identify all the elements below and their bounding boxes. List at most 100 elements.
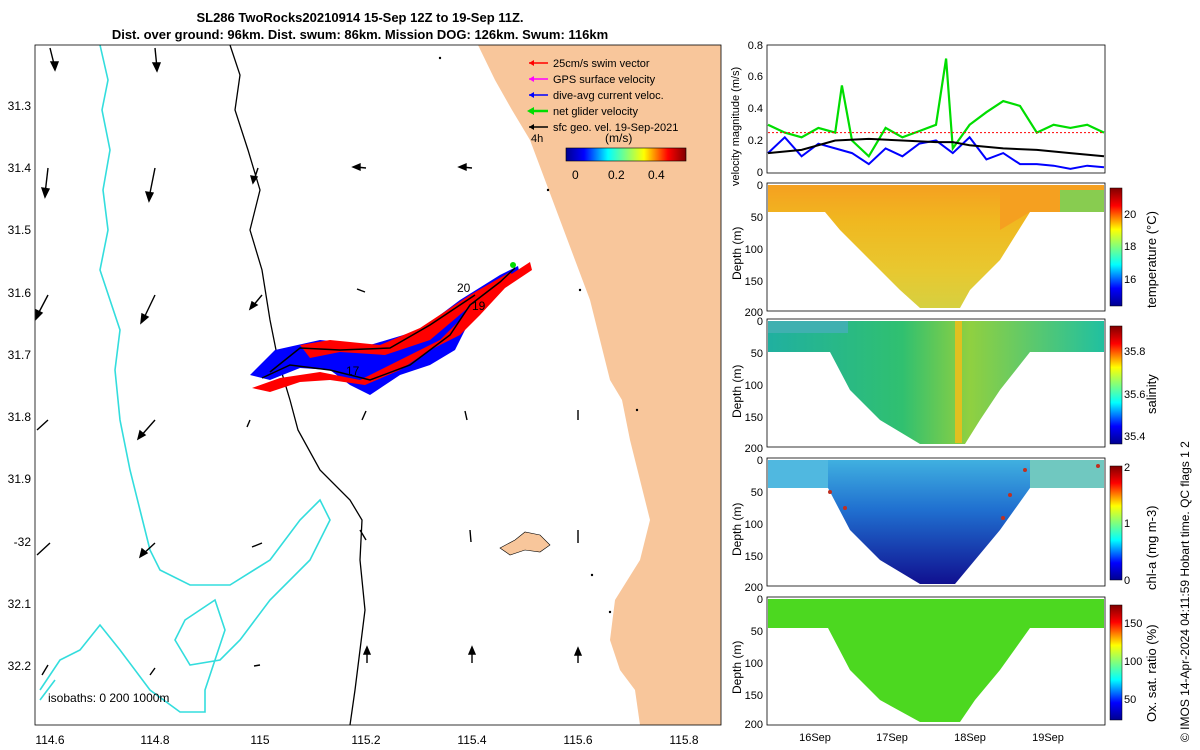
velocity-yticks: 0 0.2 0.4 0.6 0.8 [748,40,763,179]
svg-text:32.2: 32.2 [8,659,32,673]
svg-text:35.4: 35.4 [1124,431,1145,443]
svg-text:200: 200 [745,307,763,319]
land-mass [478,45,721,725]
salinity-cbar-ticks: 35.4 35.6 35.8 [1124,346,1145,443]
map-colorbar-tick-0: 0 [572,168,579,182]
svg-text:0: 0 [757,455,763,467]
svg-text:0.6: 0.6 [748,71,763,83]
salinity-ylabel: Depth (m) [730,364,744,418]
coast-dots [438,56,639,614]
velocity-ylabel: velocity magnitude (m/s) [730,66,742,186]
svg-text:115: 115 [250,733,269,747]
svg-text:31.4: 31.4 [8,161,32,175]
svg-text:150: 150 [745,412,763,424]
legend-item-dive-avg: dive-avg current veloc. [553,90,664,102]
svg-text:50: 50 [751,626,763,638]
velocity-series [767,58,1105,170]
svg-text:31.9: 31.9 [8,472,32,486]
legend-item-net: net glider velocity [553,106,638,118]
svg-text:20: 20 [1124,209,1136,221]
oxygen-ylabel: Depth (m) [730,640,744,694]
map-colorbar-unit: (m/s) [605,131,632,145]
temperature-panel: 16 18 20 [766,182,1136,312]
temperature-cbar-label: temperature (°C) [1144,211,1159,308]
svg-text:31.6: 31.6 [8,286,32,300]
velocity-panel: 0 0.2 0.4 0.6 0.8 [748,40,1106,179]
svg-text:200: 200 [745,443,763,455]
imos-footer: © IMOS 14-Apr-2024 04:11:59 Hobart time.… [1178,441,1192,742]
chl-a-ylabel: Depth (m) [730,502,744,556]
track-label-17: 17 [346,364,360,378]
temperature-cbar-ticks: 16 18 20 [1124,209,1136,286]
svg-text:150: 150 [1124,618,1142,630]
legend-item-geo: sfc geo. vel. 19-Sep-2021 [553,122,678,134]
svg-text:114.8: 114.8 [140,733,169,747]
oxygen-panel: 50 100 150 [766,596,1142,726]
chl-a-cbar-ticks: 0 1 2 [1124,462,1130,587]
glider-path [261,267,516,381]
svg-text:50: 50 [751,487,763,499]
map-colorbar [565,147,687,162]
svg-text:0: 0 [757,594,763,606]
svg-text:115.4: 115.4 [457,733,486,747]
svg-text:0: 0 [757,180,763,192]
chart-subtitle: Dist. over ground: 96km. Dist. swum: 86k… [111,27,609,42]
isobath-label: isobaths: 0 200 1000m [48,691,169,705]
island [499,531,551,556]
map-colorbar-tick-1: 0.2 [608,168,625,182]
svg-text:200: 200 [745,719,763,731]
svg-text:150: 150 [745,276,763,288]
svg-text:150: 150 [745,551,763,563]
glider-path-return [269,294,476,373]
map-legend: 25cm/s swim vector GPS surface velocity … [527,58,687,182]
svg-text:16Sep: 16Sep [799,732,831,744]
legend-extra-4h: 4h [531,133,543,145]
map-colorbar-tick-2: 0.4 [648,168,665,182]
svg-text:31.5: 31.5 [8,223,32,237]
svg-text:0: 0 [757,316,763,328]
isobath-200m [229,45,366,725]
svg-text:2: 2 [1124,462,1130,474]
swim-vector-ribbon-blue [250,266,520,395]
track-label-20: 20 [457,281,471,295]
svg-text:50: 50 [751,212,763,224]
svg-text:115.2: 115.2 [351,733,380,747]
svg-text:50: 50 [1124,694,1136,706]
svg-text:0.4: 0.4 [748,103,763,115]
temperature-ylabel: Depth (m) [730,226,744,280]
map-lon-ticks: 114.6 114.8 115 115.2 115.4 115.6 115.8 [35,733,698,747]
svg-text:100: 100 [745,658,763,670]
swim-vector-ribbon-red [252,262,532,392]
chl-a-cbar-label: chl-a (mg m-3) [1144,505,1159,590]
svg-text:-32: -32 [14,535,32,549]
chart-title: SL286 TwoRocks20210914 15-Sep 12Z to 19-… [196,10,524,25]
glider-track: 20 19 17 [250,262,532,395]
map-lat-ticks: 31.3 31.4 31.5 31.6 31.7 31.8 31.9 -32 3… [8,99,32,673]
legend-item-gps: GPS surface velocity [553,74,656,86]
svg-text:50: 50 [751,348,763,360]
chl-a-spots [828,464,1100,520]
legend-item-swim: 25cm/s swim vector [553,58,650,70]
isobath-1000m [39,45,331,713]
svg-text:114.6: 114.6 [35,733,64,747]
svg-text:18: 18 [1124,241,1136,253]
svg-text:19Sep: 19Sep [1032,732,1064,744]
velocity-series-line-0 [767,58,1105,159]
oxygen-cbar-ticks: 50 100 150 [1124,618,1142,706]
svg-text:115.8: 115.8 [669,733,698,747]
svg-text:0: 0 [757,167,763,179]
time-axis-ticks: 16Sep 17Sep 18Sep 19Sep [799,732,1064,744]
svg-text:100: 100 [745,380,763,392]
salinity-panel: 35.4 35.6 35.8 [766,318,1145,448]
track-label-19: 19 [472,299,486,313]
svg-text:18Sep: 18Sep [954,732,986,744]
svg-text:200: 200 [745,582,763,594]
velocity-series-line-2 [767,137,1105,158]
svg-text:31.3: 31.3 [8,99,32,113]
svg-text:100: 100 [745,519,763,531]
svg-text:17Sep: 17Sep [876,732,908,744]
velocity-series-line-1 [767,135,1105,170]
svg-text:32.1: 32.1 [8,597,32,611]
svg-text:31.8: 31.8 [8,410,32,424]
